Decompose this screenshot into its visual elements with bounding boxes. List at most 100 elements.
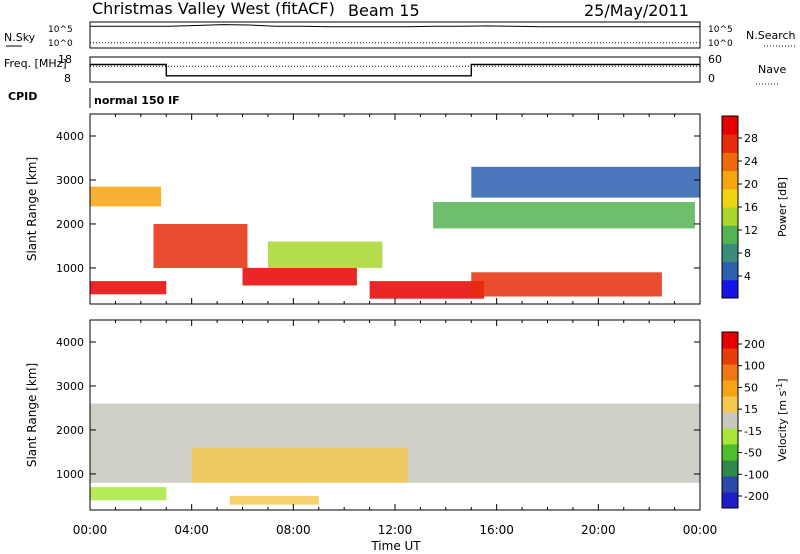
date-label: 25/May/2011 bbox=[584, 1, 689, 20]
velocity-colorbar-label: Velocity [m s-1] bbox=[775, 378, 790, 461]
power-colorbar-swatches bbox=[722, 116, 738, 299]
power-y-axis-label: Slant Range [km] bbox=[25, 157, 39, 261]
colorbar-swatch bbox=[722, 243, 738, 263]
y-tick-label: 3000 bbox=[56, 380, 84, 393]
x-tick-label: 04:00 bbox=[174, 523, 209, 537]
freq-tick-bottom: 8 bbox=[64, 72, 71, 85]
colorbar-tick-label: 20 bbox=[744, 178, 758, 191]
beam-label: Beam 15 bbox=[348, 1, 420, 20]
colorbar-swatch bbox=[722, 225, 738, 244]
figure-title: Christmas Valley West (fitACF) bbox=[92, 0, 335, 18]
noise-tick-top: 10^5 bbox=[48, 25, 73, 35]
colorbar-swatch bbox=[722, 188, 738, 208]
y-tick-label: 1000 bbox=[56, 468, 84, 481]
colorbar-swatch bbox=[722, 380, 738, 397]
colorbar-swatch bbox=[722, 152, 738, 172]
colorbar-tick-label: -50 bbox=[744, 447, 762, 460]
colorbar-swatch bbox=[722, 476, 738, 493]
colorbar-tick-label: -15 bbox=[744, 425, 762, 438]
power-colorbar-label: Power [dB] bbox=[776, 177, 789, 237]
colorbar-tick-label: -100 bbox=[744, 468, 769, 481]
colorbar-tick-label: 28 bbox=[744, 132, 758, 145]
x-tick-label: 00:00 bbox=[73, 523, 108, 537]
colorbar-swatch bbox=[722, 460, 738, 477]
colorbar-swatch bbox=[722, 444, 738, 461]
colorbar-swatch bbox=[722, 396, 738, 413]
colorbar-swatch bbox=[722, 492, 738, 509]
heatmap-cell-4 bbox=[267, 241, 383, 268]
power-colorbar-ticks: 4 8 12 16 20 24 28 bbox=[738, 132, 758, 283]
noise-tick-bottom: 10^0 bbox=[48, 39, 73, 49]
heatmap-cell-8 bbox=[471, 166, 701, 198]
colorbar-tick-label: 4 bbox=[744, 270, 751, 283]
power-x-ticks bbox=[89, 114, 701, 304]
heatmap-cell-2 bbox=[153, 224, 248, 268]
noise-panel: N.Sky 10^5 10^0 10^5 10^0 N.Search bbox=[4, 21, 796, 49]
nave-label: Nave bbox=[758, 63, 786, 76]
x-tick-label: 20:00 bbox=[581, 523, 616, 537]
colorbar-tick-label: 100 bbox=[744, 360, 765, 373]
colorbar-swatch bbox=[722, 279, 738, 299]
colorbar-swatch bbox=[722, 170, 738, 190]
x-tick-label: 08:00 bbox=[276, 523, 311, 537]
colorbar-tick-label: 24 bbox=[744, 155, 758, 168]
heatmap-cell-1 bbox=[191, 447, 408, 483]
noise-right-label: N.Search bbox=[746, 29, 796, 42]
x-axis-label: Time UT bbox=[370, 539, 421, 553]
heatmap-cell-5 bbox=[369, 281, 484, 299]
freq-tick-top: 18 bbox=[58, 53, 72, 66]
heatmap-cell-7 bbox=[433, 202, 695, 229]
nave-tick-top: 60 bbox=[708, 53, 722, 66]
x-tick-label: 00:00 bbox=[683, 523, 718, 537]
y-tick-label: 2000 bbox=[56, 424, 84, 437]
y-tick-label: 1000 bbox=[56, 262, 84, 275]
cpid-program: normal 150 IF bbox=[94, 94, 180, 107]
velocity-x-ticks: 00:00 04:00 08:00 12:00 16:00 20:00 00:00 bbox=[73, 320, 718, 537]
power-panel: 1000 2000 3000 4000 Slant Range [km] bbox=[25, 113, 701, 305]
frequency-panel: Freq. [MHz] 18 8 60 0 Nave bbox=[4, 53, 786, 85]
y-tick-label: 4000 bbox=[56, 130, 84, 143]
x-tick-label: 16:00 bbox=[479, 523, 514, 537]
cpid-label: CPID bbox=[8, 90, 37, 103]
velocity-data bbox=[90, 403, 700, 505]
x-tick-label: 12:00 bbox=[378, 523, 413, 537]
power-data bbox=[90, 166, 701, 299]
power-y-ticks: 1000 2000 3000 4000 bbox=[56, 130, 700, 275]
colorbar-tick-label: 50 bbox=[744, 381, 758, 394]
colorbar-tick-label: 200 bbox=[744, 338, 765, 351]
colorbar-swatch bbox=[722, 207, 738, 226]
velocity-colorbar-ticks: 200 100 50 15 -15 -50 -100 -200 bbox=[738, 338, 769, 503]
velocity-y-ticks: 1000 2000 3000 4000 bbox=[56, 336, 700, 481]
power-colorbar: 4 8 12 16 20 24 28 Power [dB] bbox=[721, 115, 789, 299]
colorbar-swatch bbox=[722, 261, 738, 281]
y-tick-label: 3000 bbox=[56, 174, 84, 187]
noise-label: N.Sky bbox=[4, 31, 36, 44]
heatmap-cell-2 bbox=[90, 487, 167, 501]
velocity-colorbar-swatches bbox=[722, 332, 738, 509]
nave-tick-bottom: 0 bbox=[708, 72, 715, 85]
colorbar-tick-label: 16 bbox=[744, 201, 758, 214]
colorbar-tick-label: -200 bbox=[744, 490, 769, 503]
colorbar-swatch bbox=[722, 332, 738, 349]
y-tick-label: 2000 bbox=[56, 218, 84, 231]
colorbar-tick-label: 8 bbox=[744, 247, 751, 260]
colorbar-swatch bbox=[722, 364, 738, 381]
noise-right-tick-bottom: 10^0 bbox=[708, 39, 733, 49]
colorbar-swatch bbox=[722, 412, 738, 429]
velocity-panel: 1000 2000 3000 4000 00:00 04:00 08:00 12:00 16:… bbox=[25, 319, 718, 553]
colorbar-swatch bbox=[722, 134, 738, 153]
colorbar-swatch bbox=[722, 116, 738, 135]
heatmap-cell-1 bbox=[90, 281, 167, 295]
freq-label: Freq. [MHz] bbox=[4, 57, 67, 70]
velocity-y-axis-label: Slant Range [km] bbox=[25, 363, 39, 467]
colorbar-swatch bbox=[722, 428, 738, 445]
velocity-colorbar: 200 100 50 15 -15 -50 -100 -200 Velocity [m s-1… bbox=[721, 331, 790, 509]
colorbar-tick-label: 12 bbox=[744, 224, 758, 237]
heatmap-cell-3 bbox=[229, 495, 319, 505]
heatmap-cell-0 bbox=[90, 186, 162, 207]
noise-right-tick-top: 10^5 bbox=[708, 25, 733, 35]
freq-line bbox=[90, 63, 700, 77]
y-tick-label: 4000 bbox=[56, 336, 84, 349]
colorbar-swatch bbox=[722, 348, 738, 365]
